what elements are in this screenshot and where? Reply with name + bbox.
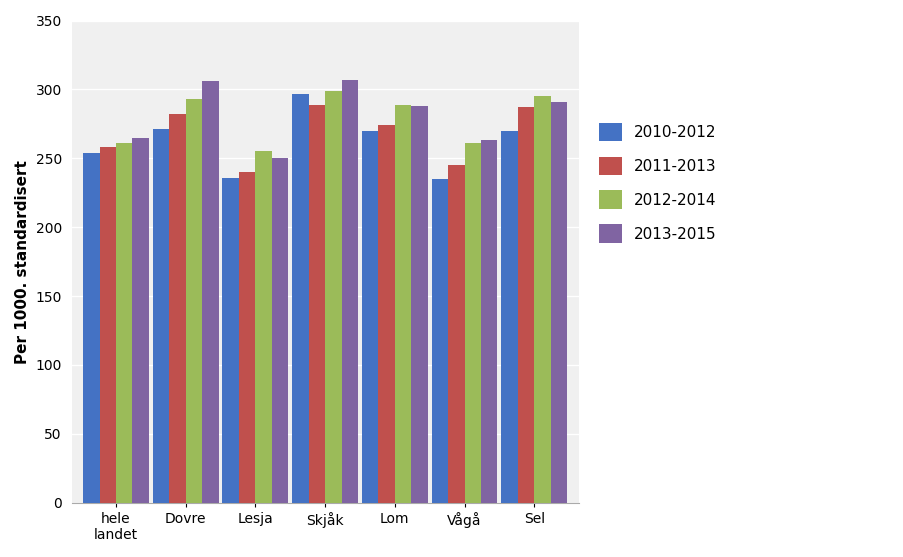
Bar	[272, 158, 288, 503]
Bar	[517, 108, 534, 503]
Bar	[169, 114, 185, 503]
Bar	[185, 99, 202, 503]
Bar	[448, 165, 464, 503]
Bar	[550, 102, 566, 503]
Bar	[292, 94, 308, 503]
Bar	[395, 105, 411, 503]
Bar	[133, 138, 149, 503]
Bar	[116, 143, 133, 503]
Bar	[534, 96, 550, 503]
Bar	[238, 172, 256, 503]
Bar	[480, 140, 497, 503]
Bar	[99, 147, 116, 503]
Bar	[325, 91, 341, 503]
Bar	[431, 179, 448, 503]
Bar	[222, 178, 238, 503]
Bar	[153, 129, 169, 503]
Bar	[464, 143, 480, 503]
Y-axis label: Per 1000. standardisert: Per 1000. standardisert	[15, 160, 30, 364]
Bar	[411, 106, 427, 503]
Bar	[378, 125, 395, 503]
Bar	[341, 80, 358, 503]
Legend: 2010-2012, 2011-2013, 2012-2014, 2013-2015: 2010-2012, 2011-2013, 2012-2014, 2013-20…	[591, 115, 723, 251]
Bar	[256, 152, 272, 503]
Bar	[501, 131, 517, 503]
Bar	[83, 153, 99, 503]
Bar	[361, 131, 378, 503]
Bar	[308, 105, 325, 503]
Bar	[202, 81, 219, 503]
